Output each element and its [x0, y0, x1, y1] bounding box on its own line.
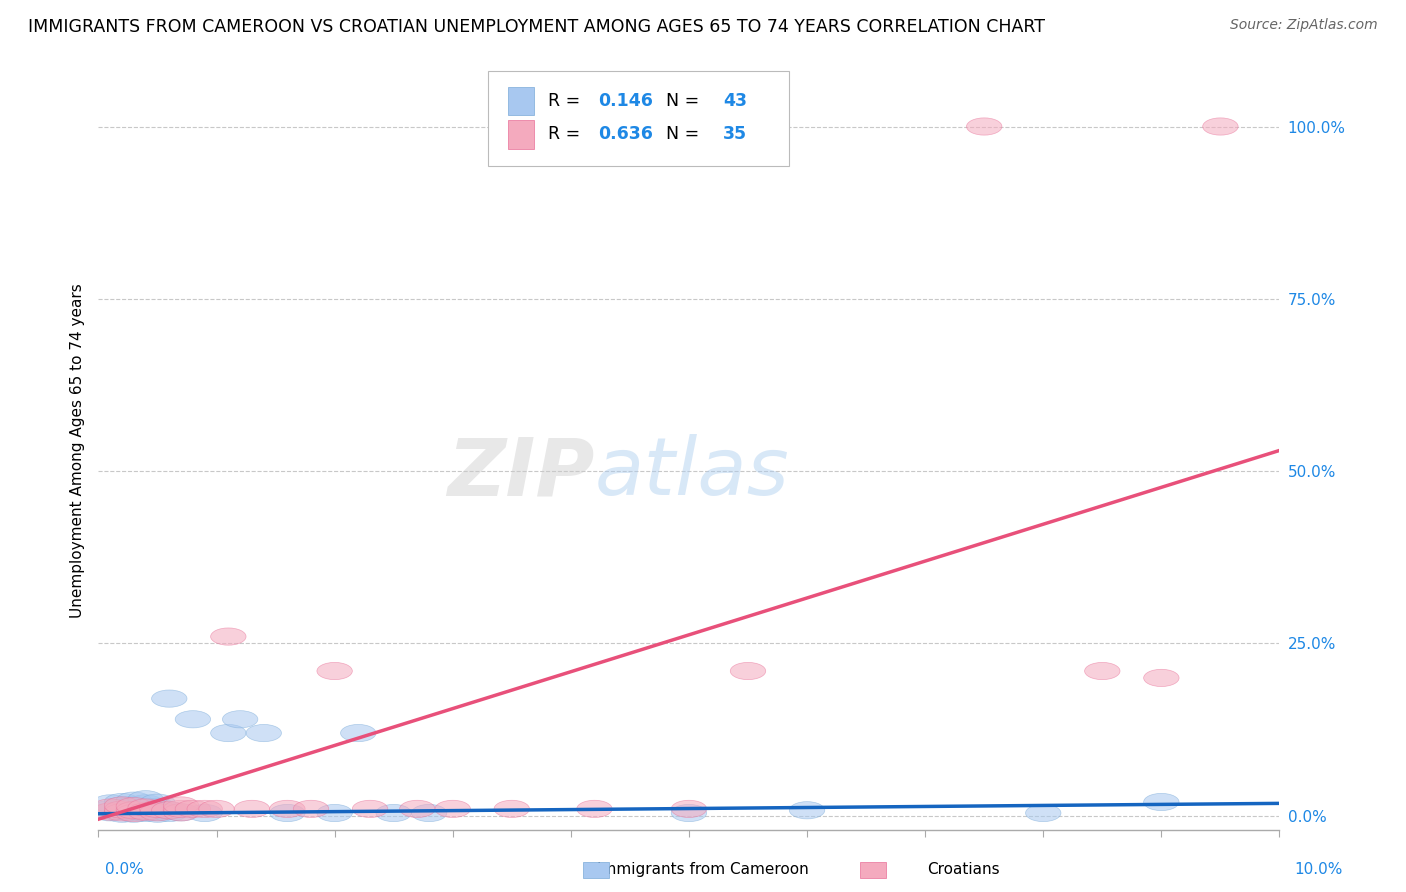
Text: R =: R = [548, 125, 586, 144]
Ellipse shape [375, 805, 412, 822]
Text: 35: 35 [723, 125, 748, 144]
Ellipse shape [117, 801, 152, 818]
Ellipse shape [187, 800, 222, 817]
Ellipse shape [128, 802, 163, 820]
Ellipse shape [93, 804, 128, 821]
Y-axis label: Unemployment Among Ages 65 to 74 years: Unemployment Among Ages 65 to 74 years [69, 283, 84, 618]
Ellipse shape [139, 800, 176, 817]
Ellipse shape [176, 711, 211, 728]
Ellipse shape [104, 804, 139, 821]
Ellipse shape [93, 800, 128, 817]
Ellipse shape [128, 799, 163, 816]
Ellipse shape [128, 800, 163, 817]
Ellipse shape [128, 803, 163, 821]
Ellipse shape [93, 795, 128, 812]
Text: 0.636: 0.636 [598, 125, 652, 144]
Ellipse shape [1084, 663, 1121, 680]
Ellipse shape [211, 628, 246, 645]
Ellipse shape [270, 800, 305, 817]
Text: IMMIGRANTS FROM CAMEROON VS CROATIAN UNEMPLOYMENT AMONG AGES 65 TO 74 YEARS CORR: IMMIGRANTS FROM CAMEROON VS CROATIAN UNE… [28, 18, 1045, 36]
Ellipse shape [789, 802, 825, 819]
Ellipse shape [152, 690, 187, 707]
Ellipse shape [128, 805, 163, 822]
Ellipse shape [246, 724, 281, 741]
Text: 10.0%: 10.0% [1295, 863, 1343, 877]
Ellipse shape [730, 663, 766, 680]
Ellipse shape [117, 797, 152, 814]
Ellipse shape [353, 800, 388, 817]
Ellipse shape [494, 800, 530, 817]
Ellipse shape [187, 805, 222, 822]
Ellipse shape [163, 800, 198, 817]
FancyBboxPatch shape [508, 120, 534, 149]
Text: 0.0%: 0.0% [105, 863, 145, 877]
Ellipse shape [104, 793, 139, 811]
Ellipse shape [128, 798, 163, 815]
Text: Immigrants from Cameroon: Immigrants from Cameroon [598, 863, 808, 877]
Ellipse shape [1143, 669, 1180, 687]
Ellipse shape [966, 118, 1002, 135]
Ellipse shape [117, 792, 152, 809]
Ellipse shape [139, 804, 176, 821]
Ellipse shape [399, 800, 434, 817]
Ellipse shape [270, 805, 305, 822]
Ellipse shape [316, 805, 353, 822]
Ellipse shape [93, 803, 128, 821]
Ellipse shape [1202, 118, 1239, 135]
Ellipse shape [1143, 793, 1180, 811]
Ellipse shape [117, 797, 152, 814]
Ellipse shape [152, 802, 187, 819]
Ellipse shape [576, 800, 612, 817]
Ellipse shape [434, 800, 471, 817]
Ellipse shape [139, 801, 176, 818]
Ellipse shape [163, 797, 198, 814]
Text: 43: 43 [723, 92, 747, 110]
Ellipse shape [104, 805, 139, 822]
Text: Source: ZipAtlas.com: Source: ZipAtlas.com [1230, 18, 1378, 32]
Text: Croatians: Croatians [927, 863, 1000, 877]
Ellipse shape [117, 805, 152, 822]
Ellipse shape [294, 800, 329, 817]
Text: 0.146: 0.146 [598, 92, 652, 110]
Text: N =: N = [655, 125, 704, 144]
Ellipse shape [117, 805, 152, 822]
Ellipse shape [128, 790, 163, 808]
Ellipse shape [211, 724, 246, 741]
Ellipse shape [152, 802, 187, 819]
Ellipse shape [117, 799, 152, 816]
Text: ZIP: ZIP [447, 434, 595, 512]
FancyBboxPatch shape [508, 87, 534, 115]
Ellipse shape [222, 711, 257, 728]
FancyBboxPatch shape [488, 71, 789, 166]
Ellipse shape [316, 663, 353, 680]
Ellipse shape [163, 804, 198, 821]
Ellipse shape [139, 794, 176, 812]
Ellipse shape [104, 797, 139, 814]
Ellipse shape [117, 803, 152, 821]
Text: R =: R = [548, 92, 586, 110]
Ellipse shape [104, 802, 139, 820]
Ellipse shape [163, 804, 198, 821]
Ellipse shape [139, 805, 176, 822]
Ellipse shape [104, 797, 139, 814]
Ellipse shape [340, 724, 375, 741]
Ellipse shape [117, 802, 152, 819]
Ellipse shape [139, 803, 176, 821]
Ellipse shape [128, 795, 163, 812]
Ellipse shape [176, 800, 211, 817]
Ellipse shape [412, 805, 447, 822]
Ellipse shape [1025, 805, 1062, 822]
Ellipse shape [235, 800, 270, 817]
Ellipse shape [671, 800, 707, 817]
Text: atlas: atlas [595, 434, 789, 512]
Text: N =: N = [655, 92, 704, 110]
Ellipse shape [104, 799, 139, 816]
Ellipse shape [152, 805, 187, 822]
Ellipse shape [198, 800, 235, 817]
Ellipse shape [93, 799, 128, 816]
Ellipse shape [671, 805, 707, 822]
Ellipse shape [104, 801, 139, 818]
Ellipse shape [139, 798, 176, 815]
